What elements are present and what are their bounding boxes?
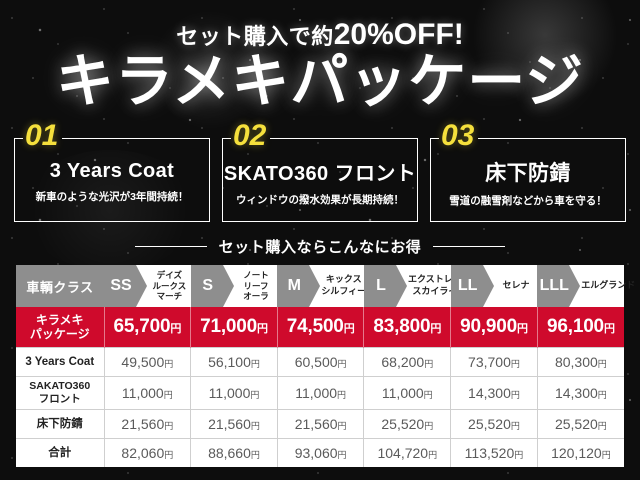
price-cell: 68,200円	[363, 347, 452, 377]
vehicle-model-name: スカイライン	[412, 286, 467, 296]
vehicle-class-code: LLL	[537, 265, 581, 307]
feature-description: ウィンドウの撥水効果が長期持続！	[236, 194, 404, 206]
price-table-wrap: 車輌クラス SS デイズ ルークス マーチ S ノート リーフ オーラ M キックス シルフィー L エ…	[16, 265, 635, 467]
feature-number-badge: 01	[23, 121, 63, 151]
price-cell: 73,700円	[450, 347, 538, 377]
vehicle-model-list: エルグランド	[569, 265, 635, 307]
price-cell: 104,720円	[363, 438, 452, 467]
table-col-header-ss: SS デイズ ルークス マーチ	[104, 265, 191, 307]
vehicle-class-code: LL	[450, 265, 494, 307]
price-cell: 11,000円	[363, 376, 452, 410]
discount-percent: 20%OFF!	[333, 18, 464, 51]
price-cell: 21,560円	[104, 409, 192, 439]
vehicle-model-list: キックス シルフィー	[309, 265, 366, 307]
table-row: 3 Years Coat 49,500円 56,100円 60,500円 68,200円…	[16, 347, 624, 377]
price-cell: 120,120円	[537, 438, 624, 467]
kicker-line: セット購入で約20%OFF!	[0, 18, 640, 52]
price-cell: 21,560円	[190, 409, 278, 439]
table-col-header-l: L エクストレイル スカイライン	[363, 265, 471, 307]
price-cell: 83,800円	[363, 307, 452, 348]
price-cell: 11,000円	[277, 376, 365, 410]
table-col-header-lll: LLL エルグランド	[537, 265, 635, 307]
price-cell: 21,560円	[277, 409, 365, 439]
row-label: SAKATO360 フロント	[16, 376, 105, 410]
price-cell: 88,660円	[190, 438, 278, 467]
table-row: SAKATO360 フロント 11,000円 11,000円 11,000円 11,000…	[16, 376, 624, 410]
feature-box-02: 02 SKATO360 フロント ウィンドウの撥水効果が長期持続！	[222, 121, 418, 222]
table-body: キラメキ パッケージ 65,700円 71,000円 74,500円 83,800円 90,…	[16, 307, 624, 467]
price-cell: 56,100円	[190, 347, 278, 377]
price-cell: 60,500円	[277, 347, 365, 377]
price-cell: 82,060円	[104, 438, 192, 467]
row-label: キラメキ パッケージ	[16, 307, 105, 348]
price-cell: 71,000円	[190, 307, 278, 348]
price-cell: 14,300円	[537, 376, 624, 410]
vehicle-model-name: マーチ	[156, 291, 183, 302]
price-table: 車輌クラス SS デイズ ルークス マーチ S ノート リーフ オーラ M キックス シルフィー L エ…	[16, 265, 635, 467]
table-row: 合計 82,060円 88,660円 93,060円 104,720円 113,520円 1…	[16, 438, 624, 467]
table-row-highlight: キラメキ パッケージ 65,700円 71,000円 74,500円 83,800円 90,…	[16, 307, 624, 348]
table-row: 床下防錆 21,560円 21,560円 21,560円 25,520円 25,520円 2…	[16, 409, 624, 439]
feature-name: SKATO360 フロント	[223, 163, 417, 185]
feature-description: 雪道の融雪剤などから車を守る！	[449, 194, 607, 207]
vehicle-model-list: デイズ ルークス マーチ	[136, 265, 191, 307]
price-cell: 14,300円	[450, 376, 538, 410]
table-header-row: 車輌クラス SS デイズ ルークス マーチ S ノート リーフ オーラ M キックス シルフィー L エ…	[16, 265, 635, 307]
price-cell: 90,900円	[450, 307, 538, 348]
feature-box-01: 01 3 Years Coat 新車のような光沢が3年間持続！	[14, 121, 210, 222]
vehicle-model-name: ルークス	[152, 280, 187, 291]
feature-box-list: 01 3 Years Coat 新車のような光沢が3年間持続！ 02 SKATO…	[14, 121, 626, 222]
vehicle-model-name: シルフィー	[321, 286, 367, 296]
vehicle-model-name: リーフ	[243, 280, 269, 291]
price-cell: 74,500円	[277, 307, 365, 348]
feature-number-badge: 02	[231, 121, 271, 151]
price-cell: 65,700円	[104, 307, 192, 348]
feature-name: 3 Years Coat	[49, 160, 175, 182]
price-cell: 113,520円	[450, 438, 538, 467]
rule-right	[433, 245, 506, 248]
vehicle-model-name: エルグランド	[581, 280, 636, 291]
table-col-header-ll: LL セレナ	[450, 265, 538, 307]
price-cell: 25,520円	[450, 409, 538, 439]
vehicle-class-code: M	[277, 265, 321, 307]
table-col-header-m: M キックス シルフィー	[277, 265, 366, 307]
kicker-prefix: セット購入で約	[176, 24, 334, 49]
price-cell: 96,100円	[537, 307, 624, 348]
price-cell: 25,520円	[537, 409, 624, 439]
feature-box-03: 03 床下防錆 雪道の融雪剤などから車を守る！	[430, 121, 626, 222]
price-cell: 80,300円	[537, 347, 624, 377]
vehicle-model-name: オーラ	[243, 291, 269, 302]
price-cell: 11,000円	[190, 376, 278, 410]
vehicle-class-code: L	[363, 265, 407, 307]
vehicle-model-name: デイズ	[156, 269, 182, 280]
row-label: 合計	[16, 438, 105, 467]
table-corner-header: 車輌クラス	[16, 265, 104, 307]
feature-name: 床下防錆	[485, 161, 571, 185]
vehicle-model-list: セレナ	[483, 265, 538, 307]
table-col-header-s: S ノート リーフ オーラ	[190, 265, 278, 307]
price-cell: 11,000円	[104, 376, 192, 410]
feature-description: 新車のような光沢が3年間持続！	[35, 191, 189, 203]
rule-left	[134, 245, 207, 248]
section-label: セット購入ならこんなにお得	[0, 236, 640, 257]
vehicle-class-code: SS	[104, 265, 147, 307]
vehicle-model-name: ノート	[243, 269, 269, 280]
vehicle-model-list: エクストレイル スカイライン	[396, 265, 471, 307]
price-cell: 93,060円	[277, 438, 365, 467]
vehicle-model-list: ノート リーフ オーラ	[223, 265, 278, 307]
row-label: 床下防錆	[16, 409, 105, 439]
vehicle-class-code: S	[190, 265, 234, 307]
row-label: 3 Years Coat	[16, 347, 105, 377]
vehicle-model-name: セレナ	[502, 280, 530, 291]
feature-number-badge: 03	[439, 121, 479, 151]
section-label-text: セット購入ならこんなにお得	[218, 239, 422, 256]
vehicle-model-name: エクストレイル	[407, 274, 471, 285]
price-cell: 49,500円	[104, 347, 192, 377]
price-cell: 25,520円	[363, 409, 452, 439]
vehicle-model-name: キックス	[325, 274, 362, 285]
page-title: キラメキパッケージ	[55, 49, 585, 114]
